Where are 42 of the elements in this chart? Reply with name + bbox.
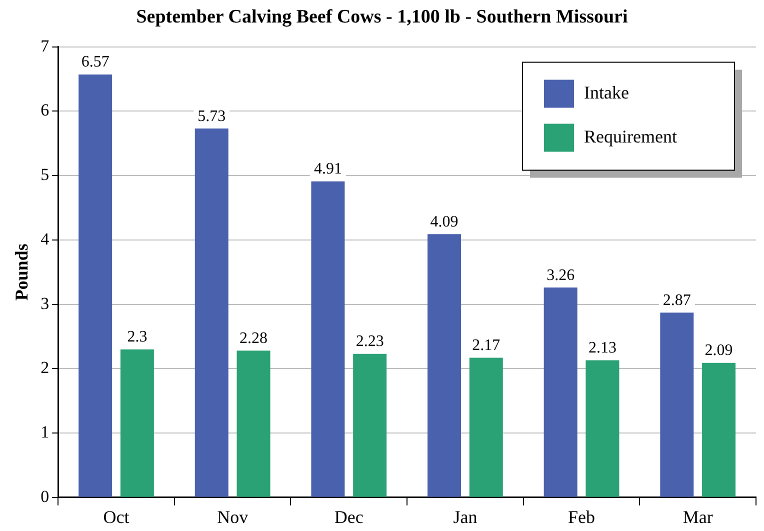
data-label: 2.87 bbox=[662, 292, 691, 309]
data-label: 3.26 bbox=[546, 266, 575, 284]
data-label: 6.57 bbox=[81, 54, 110, 71]
bar bbox=[311, 181, 345, 497]
y-tick-label: 2 bbox=[40, 358, 50, 378]
y-tick-label: 3 bbox=[40, 294, 50, 313]
x-tick-label: Feb bbox=[568, 506, 596, 527]
x-tick-label: Nov bbox=[217, 506, 248, 527]
bar bbox=[469, 358, 503, 497]
bar bbox=[194, 128, 228, 497]
bar bbox=[428, 234, 462, 497]
y-axis-title: Pounds bbox=[11, 244, 32, 301]
data-label: 2.17 bbox=[472, 336, 500, 354]
legend-label: Requirement bbox=[584, 126, 677, 147]
y-tick-label: 5 bbox=[40, 165, 50, 184]
chart-title: September Calving Beef Cows - 1,100 lb - Southern Missouri bbox=[136, 6, 628, 28]
legend-label: Intake bbox=[584, 82, 629, 103]
bar bbox=[586, 360, 620, 497]
bar bbox=[120, 349, 154, 497]
data-label: 2.28 bbox=[240, 330, 268, 347]
bar bbox=[544, 288, 578, 497]
y-tick-label: 1 bbox=[40, 422, 50, 442]
bar bbox=[353, 354, 387, 497]
bar bbox=[236, 350, 270, 497]
data-label: 4.91 bbox=[314, 160, 342, 178]
data-label: 2.09 bbox=[704, 342, 733, 360]
y-tick-label: 7 bbox=[40, 36, 50, 56]
data-label: 2.23 bbox=[356, 333, 384, 350]
x-tick-label: Mar bbox=[682, 506, 713, 527]
y-tick-label: 4 bbox=[40, 229, 50, 248]
x-tick-label: Dec bbox=[334, 506, 364, 527]
x-tick-label: Oct bbox=[103, 506, 130, 527]
x-tick-label: Jan bbox=[453, 506, 478, 527]
data-label: 4.09 bbox=[430, 213, 458, 230]
data-label: 2.13 bbox=[588, 339, 616, 356]
data-label: 2.3 bbox=[127, 328, 148, 346]
y-tick-label: 6 bbox=[40, 100, 50, 120]
data-label: 5.73 bbox=[198, 108, 226, 125]
y-tick-label: 0 bbox=[40, 486, 50, 506]
bar bbox=[702, 362, 736, 497]
bar bbox=[660, 312, 694, 497]
bar bbox=[78, 74, 112, 497]
